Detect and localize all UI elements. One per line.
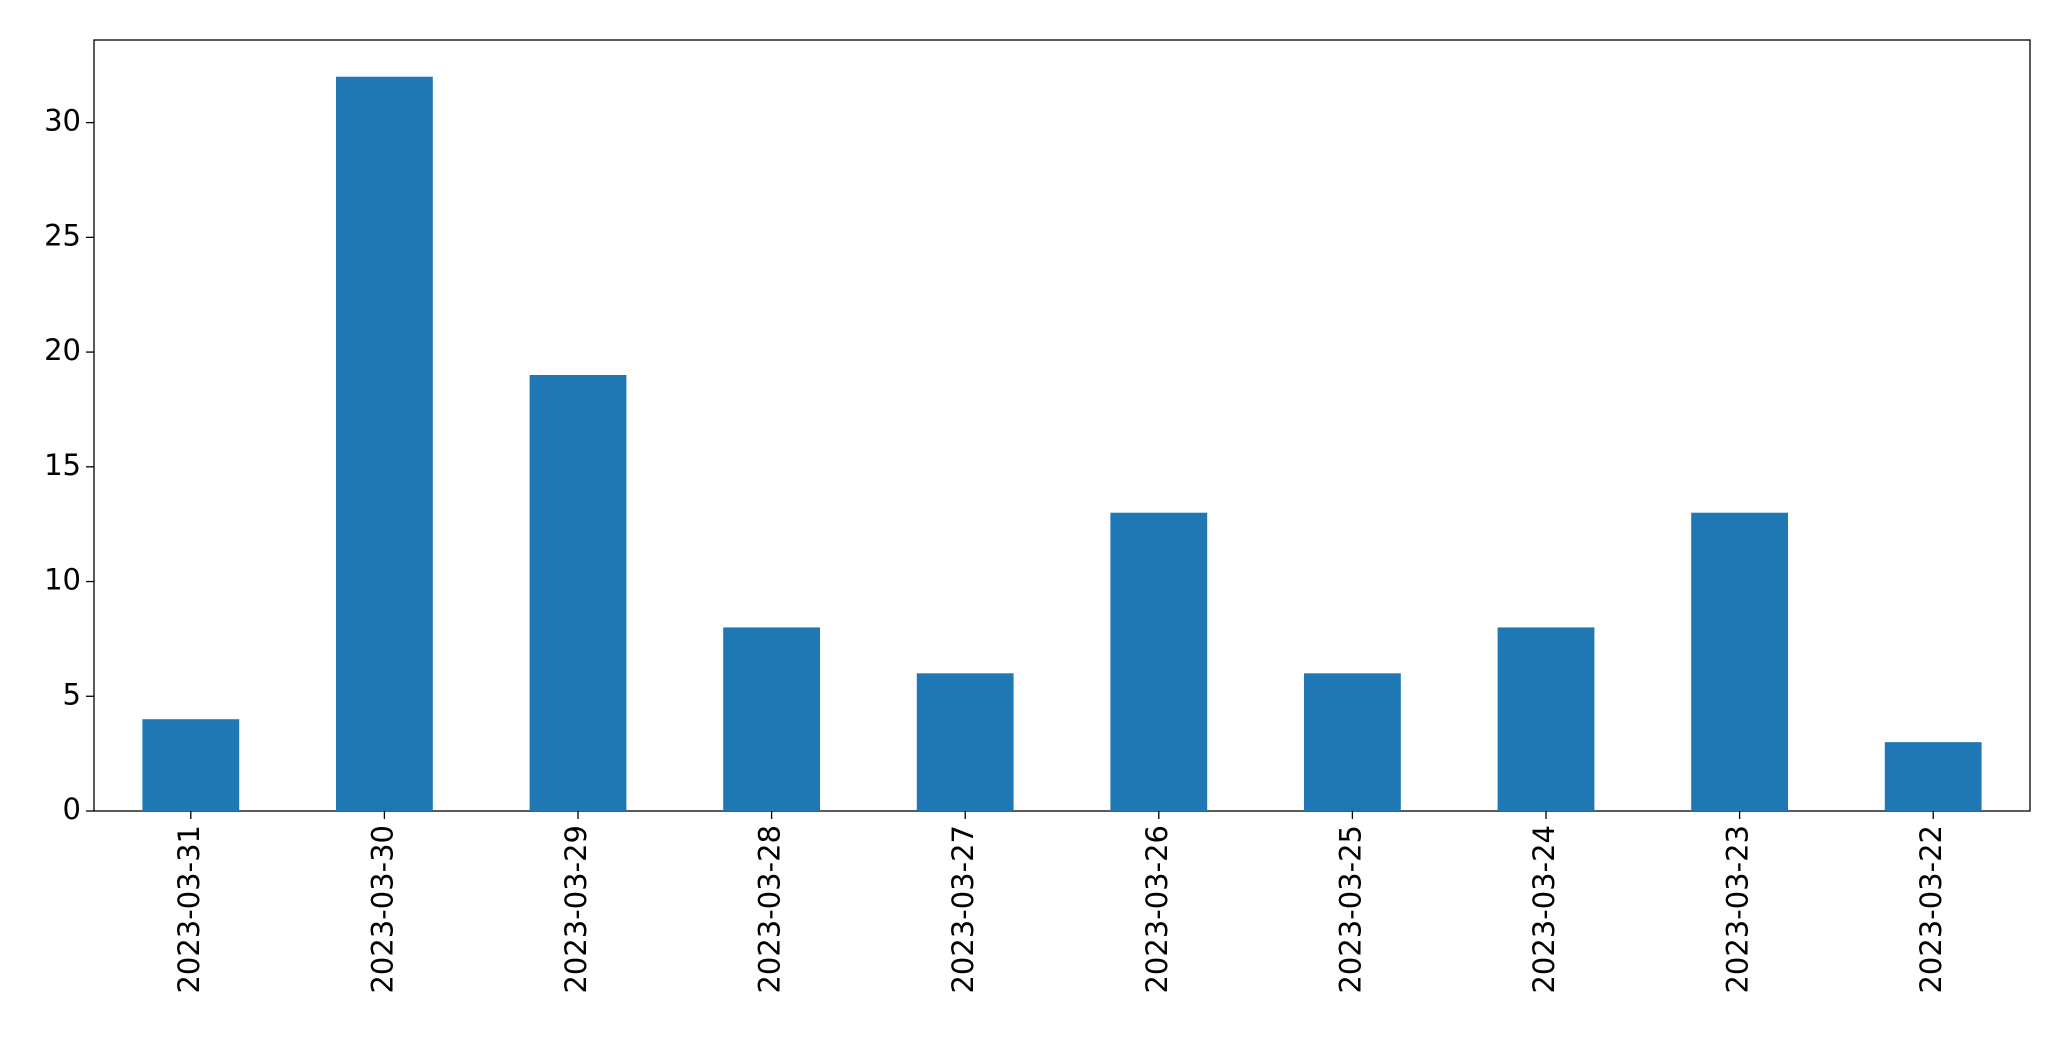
bar	[1691, 512, 1788, 811]
bar	[142, 719, 240, 811]
bar	[1110, 512, 1208, 811]
x-tick-label: 2023-03-22	[1914, 825, 1948, 994]
x-tick-label: 2023-03-26	[1140, 825, 1174, 994]
y-tick-label: 20	[44, 333, 81, 367]
x-tick-label: 2023-03-31	[172, 825, 206, 994]
y-tick-label: 25	[44, 218, 81, 252]
bar	[529, 375, 627, 811]
bar	[336, 76, 433, 811]
bar	[916, 673, 1014, 811]
x-tick-label: 2023-03-28	[753, 825, 787, 994]
x-tick-label: 2023-03-23	[1721, 825, 1755, 994]
plot-frame	[93, 39, 2031, 812]
y-tick-label: 30	[44, 104, 81, 138]
x-tick-label: 2023-03-25	[1333, 825, 1367, 994]
x-tick-label: 2023-03-27	[946, 825, 980, 994]
bar	[1884, 742, 1982, 811]
y-tick-label: 15	[44, 448, 81, 482]
bar	[723, 627, 820, 811]
bar	[1497, 627, 1595, 811]
x-tick-label: 2023-03-24	[1527, 825, 1561, 994]
x-tick-label: 2023-03-30	[365, 825, 399, 994]
y-tick-label: 5	[63, 677, 81, 711]
x-tick-label: 2023-03-29	[559, 825, 593, 994]
bar	[1304, 673, 1401, 811]
y-tick-label: 10	[44, 563, 81, 597]
y-tick-label: 0	[63, 792, 81, 826]
